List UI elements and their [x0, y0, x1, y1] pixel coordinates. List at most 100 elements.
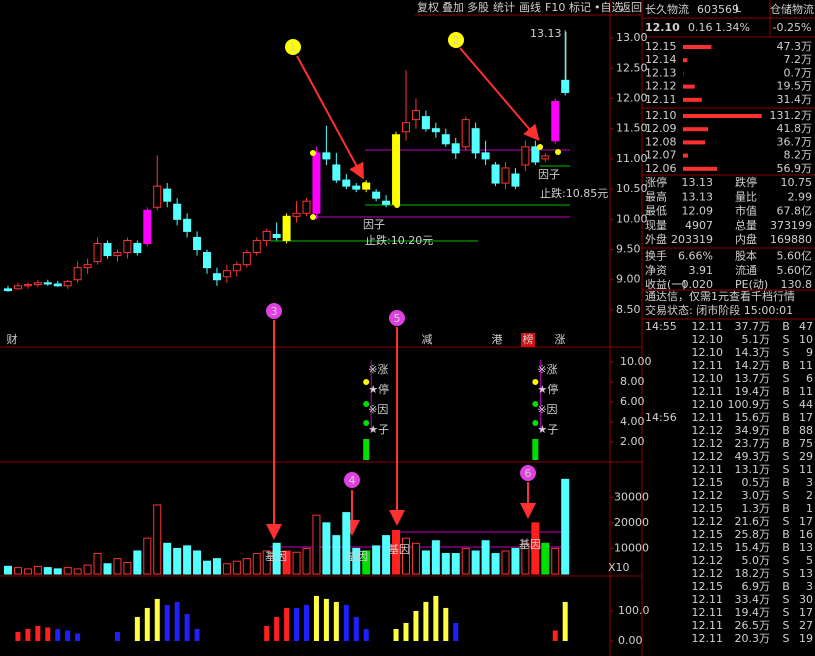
- candle-body: [43, 282, 52, 285]
- stat-label: 流通: [735, 263, 757, 277]
- tick-time: 14:55: [645, 320, 677, 333]
- toolbar-button[interactable]: 复权: [417, 0, 439, 14]
- volume-bar: [481, 540, 490, 575]
- toolbar-button[interactable]: 统计: [493, 1, 515, 14]
- volume-bar: [272, 542, 281, 575]
- axis-label: 8.00: [620, 375, 645, 388]
- axis-label: 10000: [614, 541, 649, 554]
- volume-bar: [242, 558, 251, 575]
- toolbar-button[interactable]: •自选: [594, 1, 623, 14]
- high-label: 13.13: [530, 27, 562, 40]
- sector-name[interactable]: 仓储物流: [770, 2, 814, 16]
- candle-body: [222, 270, 231, 278]
- candle-body: [252, 239, 261, 254]
- candle-body: [242, 252, 251, 266]
- stat-value: 13.13: [682, 176, 714, 189]
- tick-side: B: [782, 424, 790, 437]
- gene-label: 基因: [346, 550, 368, 563]
- candle-body: [471, 128, 480, 154]
- tick-volume: 23.7万: [735, 437, 771, 450]
- event-marker[interactable]: 减: [422, 333, 433, 346]
- tick-count: 29: [799, 450, 813, 463]
- callout-circle: [448, 32, 464, 48]
- event-marker[interactable]: 财: [7, 332, 18, 346]
- axis-label: 20000: [614, 516, 649, 529]
- volume-bar: [53, 568, 62, 575]
- tick-volume: 19.4万: [735, 385, 771, 398]
- tick-count: 5: [806, 554, 813, 567]
- event-marker[interactable]: 涨: [555, 333, 566, 346]
- volume-bar: [322, 522, 331, 575]
- toolbar-button[interactable]: 标记: [569, 0, 591, 14]
- stat-value: 2.99: [788, 190, 813, 203]
- toolbar-button[interactable]: 画线: [519, 0, 541, 14]
- osc-bar: [353, 616, 359, 641]
- volume-bar: [173, 547, 182, 575]
- osc-bar: [294, 607, 300, 641]
- volume-bar: [262, 550, 271, 575]
- stop-label: 止跌:10.85元: [540, 186, 608, 200]
- status: 交易状态: 闭市阶段 15:00:01: [645, 303, 793, 317]
- stat-label: PE(动): [735, 278, 768, 291]
- osc-bar: [65, 630, 71, 641]
- stat-label: 换手: [645, 249, 667, 263]
- tick-volume: 49.3万: [735, 450, 771, 463]
- volume-bar: [521, 542, 530, 575]
- volume-bar: [73, 568, 82, 575]
- volume-bar: [342, 512, 351, 575]
- callout-number: 5: [394, 312, 401, 325]
- volume-bar: [551, 547, 560, 575]
- stat-label: 跌停: [735, 175, 757, 189]
- arrows: [266, 47, 540, 540]
- stat-value: 10.75: [781, 176, 813, 189]
- tick-price: 12.12: [692, 450, 724, 463]
- candle-body: [551, 101, 560, 142]
- callout-circle: [344, 472, 360, 488]
- tick-price: 12.15: [692, 541, 724, 554]
- toolbar-button[interactable]: 叠加: [442, 1, 464, 14]
- osc-bar: [304, 604, 309, 641]
- tick-side: B: [782, 437, 790, 450]
- tick-volume: 25.8万: [735, 528, 771, 541]
- book-price: 12.09: [645, 122, 677, 135]
- book-volume: 31.4万: [777, 93, 813, 106]
- stat-label: 现量: [645, 219, 667, 232]
- tick-side: S: [783, 346, 790, 359]
- signal-label: ★停: [368, 382, 389, 396]
- volume-bar: [143, 537, 152, 575]
- tick-count: 16: [799, 528, 813, 541]
- tick-price: 12.11: [692, 320, 724, 333]
- stat-value: 169880: [770, 233, 812, 246]
- candle-body: [203, 252, 211, 269]
- candle-body: [4, 288, 12, 292]
- event-marker[interactable]: 榜: [523, 332, 534, 346]
- tick-count: 11: [799, 463, 813, 476]
- axis-label: 10.00: [620, 355, 652, 368]
- osc-bar: [194, 628, 200, 641]
- book-volume: 8.2万: [784, 149, 813, 162]
- candle-body: [83, 264, 92, 269]
- notice[interactable]: 通达信，仅需1元查看千档行情: [645, 289, 795, 303]
- tick-volume: 21.6万: [735, 515, 771, 528]
- tick-count: 27: [799, 619, 813, 632]
- volume-bar: [212, 558, 221, 575]
- tick-volume: 0.5万: [742, 476, 771, 489]
- book-volume: 19.5万: [777, 80, 813, 93]
- tick-count: 17: [799, 606, 813, 619]
- volume-bar: [163, 542, 172, 575]
- signal-bar: [532, 439, 539, 460]
- toolbar-button[interactable]: 返回: [620, 1, 642, 14]
- tick-price: 12.12: [692, 437, 724, 450]
- volume-bar: [511, 547, 520, 575]
- stat-label: 量比: [735, 190, 757, 203]
- candle-body: [13, 285, 22, 290]
- signal-dot: [532, 420, 539, 426]
- book-price: 12.14: [645, 53, 677, 66]
- osc-bar: [363, 628, 369, 641]
- event-marker[interactable]: 港: [492, 333, 503, 346]
- toolbar-button[interactable]: 多股: [467, 0, 489, 14]
- change: 0.16: [688, 21, 713, 34]
- tick-count: 3: [806, 476, 813, 489]
- book-bar: [683, 166, 718, 171]
- toolbar-button[interactable]: F10: [545, 1, 565, 14]
